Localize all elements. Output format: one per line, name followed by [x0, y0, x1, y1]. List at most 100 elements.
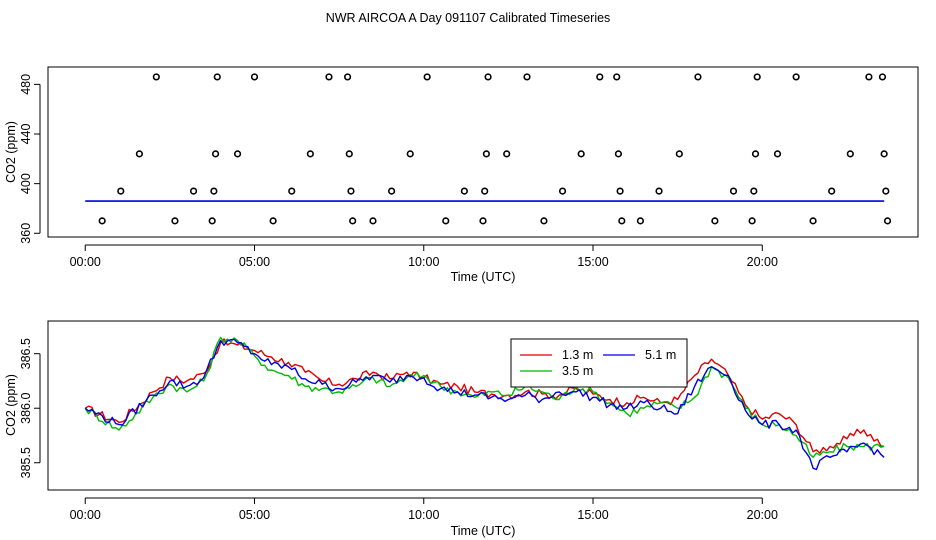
data-point [345, 150, 353, 158]
top-x-tick-label: 20:00 [747, 255, 778, 269]
top-x-axis-label: Time (UTC) [451, 270, 516, 284]
bottom-x-tick-label: 20:00 [747, 508, 778, 522]
top-plot-frame [47, 66, 919, 238]
data-point [481, 187, 489, 195]
data-point [878, 73, 887, 81]
data-point [117, 187, 125, 195]
data-point [748, 217, 756, 225]
data-point [442, 217, 450, 225]
bottom-series-group [84, 336, 885, 471]
data-point [846, 150, 854, 158]
data-point [349, 217, 357, 225]
data-point [306, 150, 314, 158]
data-point [288, 187, 296, 195]
data-point [210, 187, 218, 195]
data-point [387, 187, 396, 195]
legend-label-5-1m: 5.1 m [645, 348, 676, 362]
data-point [250, 73, 259, 81]
bottom-plot-frame [47, 320, 919, 491]
data-point [523, 73, 531, 81]
data-point [423, 73, 431, 81]
data-point [616, 187, 624, 195]
data-point [135, 150, 144, 158]
data-point [325, 73, 333, 81]
data-point [343, 73, 352, 81]
bottom-panel: 00:00 05:00 10:00 15:00 20:00 385.5 386.0 386.… [4, 320, 919, 538]
data-point [484, 73, 492, 81]
data-point [655, 187, 663, 195]
data-point [729, 187, 738, 195]
top-y-axis-label: CO2 (ppm) [4, 121, 18, 183]
bottom-y-tick-label: 386.5 [19, 338, 33, 369]
data-point [152, 73, 160, 81]
bottom-x-axis-label: Time (UTC) [451, 524, 516, 538]
data-point [98, 217, 106, 225]
top-y-tick-label: 400 [19, 173, 33, 194]
data-point [751, 150, 760, 158]
top-y-tick-label: 440 [19, 124, 33, 145]
bottom-x-tick-label: 00:00 [70, 508, 101, 522]
legend-label-3-5m: 3.5 m [562, 364, 593, 378]
data-point [596, 73, 604, 81]
data-point [406, 150, 414, 158]
top-points-group [98, 73, 892, 225]
data-point [233, 150, 242, 158]
data-point [503, 150, 511, 158]
data-point [882, 187, 890, 195]
top-y-tick-label: 360 [19, 223, 33, 244]
data-point [460, 187, 468, 195]
data-point [208, 217, 216, 225]
data-point [482, 150, 490, 158]
top-x-tick-label: 05:00 [239, 255, 270, 269]
legend-box [510, 338, 688, 388]
data-point [750, 187, 758, 195]
bottom-x-axis: 00:00 05:00 10:00 15:00 20:00 [70, 497, 778, 522]
top-y-tick-label: 480 [19, 74, 33, 95]
series-line-1-3-m [84, 338, 885, 454]
data-point [540, 217, 548, 225]
data-point [577, 150, 585, 158]
data-point [213, 73, 221, 81]
data-point [883, 217, 892, 225]
data-point [865, 73, 873, 81]
top-panel: 00:00 05:00 10:00 15:00 20:00 360 400 440 480 T… [4, 66, 919, 284]
data-point [711, 217, 719, 225]
bottom-x-tick-label: 05:00 [239, 508, 270, 522]
data-point [479, 217, 487, 225]
data-point [828, 187, 836, 195]
top-x-axis: 00:00 05:00 10:00 15:00 20:00 [70, 244, 778, 269]
data-point [369, 217, 377, 225]
data-point [171, 217, 179, 225]
series-line-5-1-m [84, 338, 885, 471]
data-point [675, 150, 683, 158]
data-point [880, 150, 888, 158]
bottom-y-axis-label: CO2 (ppm) [4, 374, 18, 436]
data-point [614, 150, 623, 158]
data-point [773, 150, 782, 158]
data-point [613, 73, 621, 81]
data-point [618, 217, 626, 225]
data-point [347, 187, 355, 195]
data-point [792, 73, 800, 81]
legend-label-1-3m: 1.3 m [562, 348, 593, 362]
bottom-x-tick-label: 10:00 [408, 508, 439, 522]
data-point [753, 73, 761, 81]
data-point [694, 73, 702, 81]
figure-title: NWR AIRCOA A Day 091107 Calibrated Times… [326, 11, 611, 25]
series-line-3-5-m [84, 336, 885, 458]
bottom-y-tick-label: 386.0 [19, 393, 33, 424]
data-point [636, 217, 645, 225]
data-point [189, 187, 198, 195]
data-point [558, 187, 567, 195]
bottom-y-axis: 385.5 386.0 386.5 [19, 338, 41, 478]
data-point [269, 217, 277, 225]
top-y-axis: 360 400 440 480 [19, 74, 41, 244]
bottom-x-tick-label: 15:00 [577, 508, 608, 522]
data-point [809, 217, 817, 225]
bottom-y-tick-label: 385.5 [19, 447, 33, 478]
top-x-tick-label: 15:00 [577, 255, 608, 269]
top-x-tick-label: 00:00 [70, 255, 101, 269]
top-x-tick-label: 10:00 [408, 255, 439, 269]
